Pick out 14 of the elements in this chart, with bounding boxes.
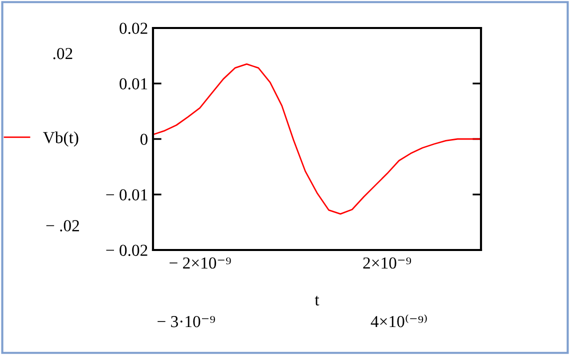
- y-tick-label: − 0.02: [106, 244, 148, 256]
- text: − .02: [46, 220, 79, 232]
- y-tick-label: 0: [140, 134, 148, 145]
- text: .02: [53, 48, 72, 60]
- line-series: [153, 63, 481, 215]
- x-axis-title: t: [314, 296, 320, 306]
- text: − 3·10⁻⁹: [158, 316, 215, 328]
- y-tick-label: 0.01: [120, 78, 148, 90]
- text: 2×10⁻⁹: [363, 257, 412, 269]
- legend-label: Vb(t): [43, 131, 78, 147]
- y-tick-label: 0.02: [120, 22, 148, 34]
- text: 4×10⁽⁻⁹⁾: [370, 314, 427, 328]
- y-tick-label: − 0.01: [106, 189, 148, 201]
- text: − 2×10⁻⁹: [170, 257, 231, 269]
